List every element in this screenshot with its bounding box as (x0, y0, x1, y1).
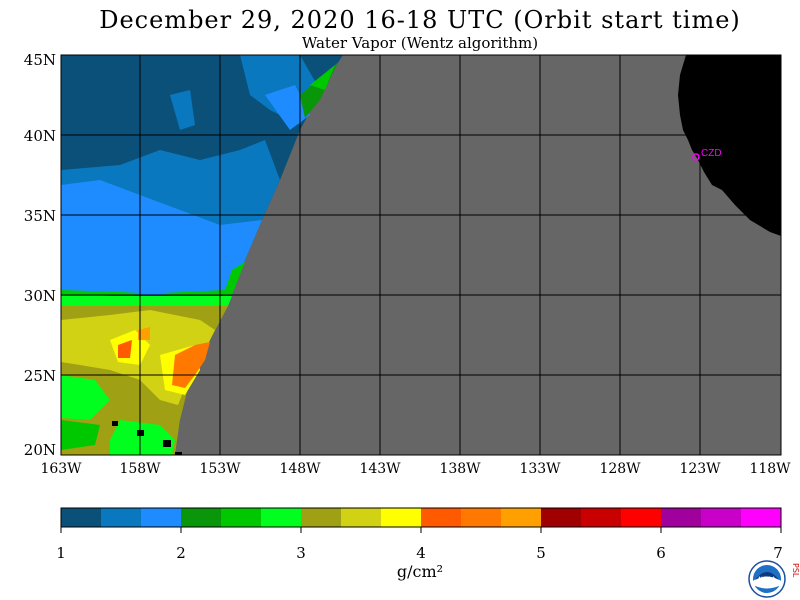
colorbar-swatch (141, 508, 182, 527)
lat-label-35n: 35N (23, 207, 56, 225)
colorbar-swatch (381, 508, 422, 527)
colorbar-tick-6: 6 (656, 544, 666, 562)
station-label: CZD (701, 148, 722, 159)
colorbar-tick-2: 2 (176, 544, 186, 562)
swath-green-north-2 (310, 65, 335, 90)
lon-label-163w: 163W (40, 461, 82, 477)
colorbar-swatch (621, 508, 662, 527)
colorbar-swatch (101, 508, 142, 527)
island-3 (163, 440, 171, 447)
swath-blue-north (170, 90, 195, 130)
lon-label-158w: 158W (119, 461, 161, 477)
lat-label-20n: 20N (23, 441, 56, 459)
lon-label-118w: 118W (749, 461, 791, 477)
lon-label-143w: 143W (359, 461, 401, 477)
colorbar-swatch (741, 508, 782, 527)
lon-label-128w: 128W (599, 461, 641, 477)
swath-south-green-3 (61, 420, 100, 450)
lat-label-25n: 25N (23, 367, 56, 385)
colorbar-swatch (461, 508, 502, 527)
colorbar-tick-7: 7 (773, 544, 783, 562)
map-grid (61, 55, 781, 455)
swath-south-green (61, 375, 110, 420)
colorbar-tick-5: 5 (536, 544, 546, 562)
station-marker (692, 153, 700, 161)
lon-label-133w: 133W (519, 461, 561, 477)
colorbar-swatch (701, 508, 742, 527)
swath-bright-green-band (61, 296, 232, 306)
colorbar-swatch (541, 508, 582, 527)
swath-red-orange (118, 340, 132, 358)
colorbar-swatch (301, 508, 342, 527)
island-1 (112, 421, 118, 426)
colorbar-tick-1: 1 (56, 544, 66, 562)
colorbar-swatch (421, 508, 462, 527)
colorbar-swatch (221, 508, 262, 527)
colorbar-swatch (661, 508, 702, 527)
colorbar-swatch (181, 508, 222, 527)
swath-south-green-2 (110, 420, 175, 455)
page-subtitle: Water Vapor (Wentz algorithm) (301, 34, 539, 52)
noaa-logo: NOAA (748, 560, 786, 598)
colorbar-swatch (501, 508, 542, 527)
island-4 (175, 452, 182, 455)
swath-blue-north-3 (265, 85, 310, 130)
psl-mark: PSL (791, 563, 800, 579)
logo-text: NOAA (758, 576, 776, 583)
colorbar-tick-4: 4 (416, 544, 426, 562)
swath-orange-plume (172, 342, 210, 388)
colorbar-swatch (341, 508, 382, 527)
map-frame (60, 54, 782, 456)
colorbar-tick-3: 3 (296, 544, 306, 562)
colorbar-units: g/cm² (396, 562, 444, 581)
swath-green-band (61, 262, 245, 298)
psl-text: PSL (791, 563, 800, 578)
land-california (678, 55, 781, 236)
page-title: December 29, 2020 16-18 UTC (Orbit start… (99, 6, 741, 34)
lon-label-138w: 138W (439, 461, 481, 477)
lat-label-40n: 40N (23, 127, 56, 145)
colorbar-swatch (581, 508, 622, 527)
swath-blue (61, 180, 262, 295)
colorbar-swatch (261, 508, 302, 527)
lon-label-153w: 153W (199, 461, 241, 477)
colorbar-swatch (61, 508, 102, 527)
lat-label-30n: 30N (23, 287, 56, 305)
lon-label-148w: 148W (279, 461, 321, 477)
swath-orange-2 (138, 327, 150, 340)
lat-label-45n: 45N (23, 51, 56, 69)
lon-label-123w: 123W (679, 461, 721, 477)
